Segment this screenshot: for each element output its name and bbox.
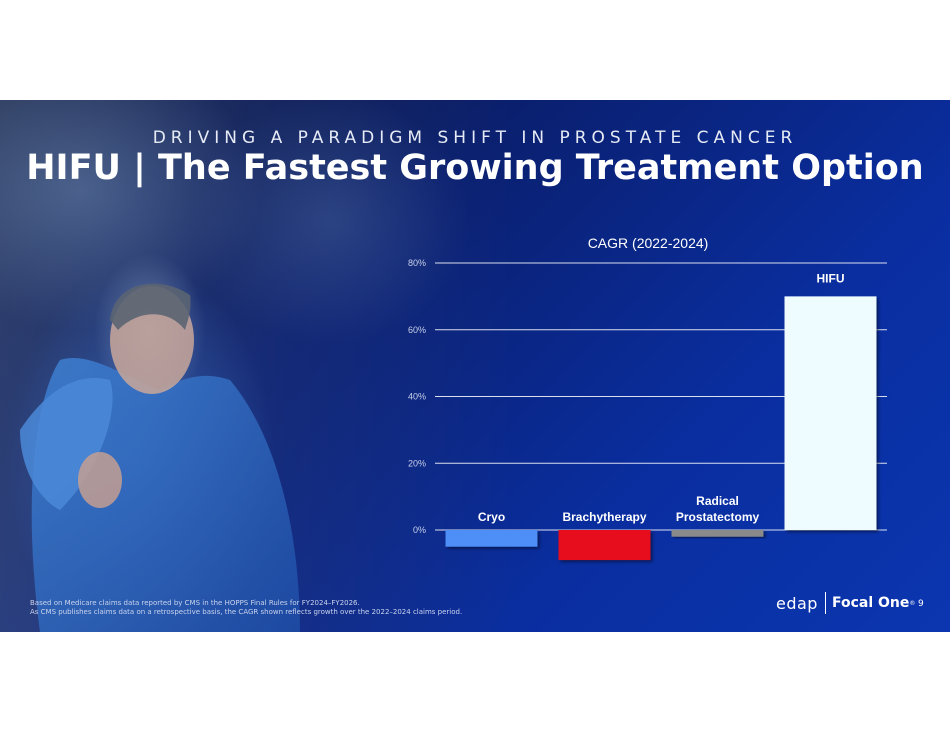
- man-in-jacket-illustration: [20, 283, 300, 632]
- edap-focal-one-logo: edap Focal One ®: [776, 591, 915, 615]
- logo-registered-mark: ®: [909, 599, 916, 607]
- y-tick-label: 40%: [408, 392, 426, 402]
- category-label: Brachytherapy: [562, 510, 646, 524]
- category-label: HIFU: [817, 271, 845, 285]
- bar-hifu: [784, 296, 877, 530]
- category-label: Radical: [696, 494, 739, 508]
- footnote-line: As CMS publishes claims data on a retros…: [30, 608, 463, 616]
- footnote: Based on Medicare claims data reported b…: [30, 599, 462, 617]
- slide-title: HIFU | The Fastest Growing Treatment Opt…: [26, 148, 924, 188]
- logo-edap-text: edap: [776, 593, 818, 613]
- y-tick-label: 60%: [408, 325, 426, 335]
- bar-cryo: [445, 530, 538, 547]
- slide-subtitle: DRIVING A PARADIGM SHIFT IN PROSTATE CAN…: [152, 128, 798, 148]
- y-tick-label: 0%: [413, 525, 426, 535]
- page-number: 9: [918, 599, 924, 609]
- chart-title: CAGR (2022-2024): [588, 235, 709, 251]
- bar-radical-prostatectomy: [671, 530, 764, 537]
- logo-focal-one-text: Focal One: [831, 595, 910, 611]
- y-tick-label: 20%: [408, 458, 426, 468]
- category-label: Cryo: [478, 510, 505, 524]
- bar-brachytherapy: [558, 530, 651, 561]
- footnote-line: Based on Medicare claims data reported b…: [30, 599, 360, 607]
- category-label: Prostatectomy: [676, 510, 760, 524]
- logo-divider: [824, 592, 826, 614]
- y-tick-label: 80%: [408, 258, 426, 268]
